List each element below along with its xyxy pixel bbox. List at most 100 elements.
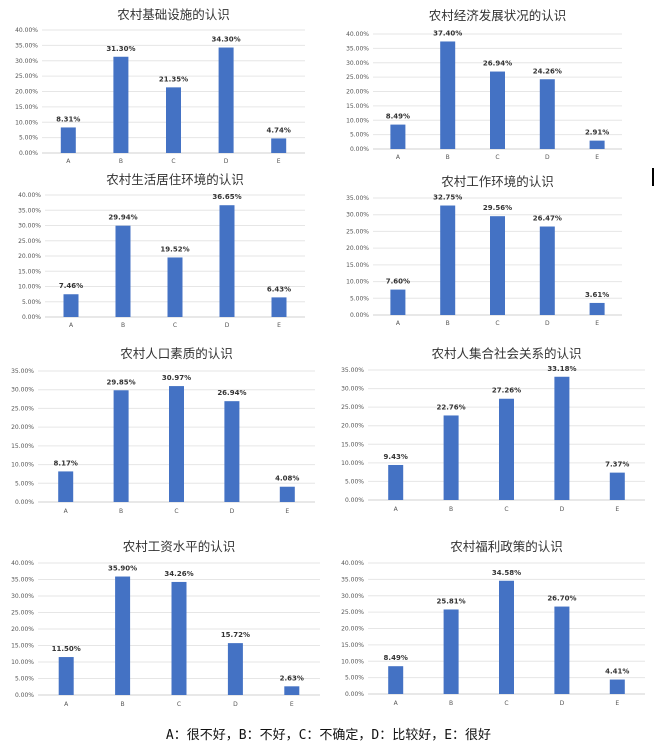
y-tick-label: 35.00% <box>341 367 364 374</box>
y-tick-label: 40.00% <box>11 560 34 567</box>
y-tick-label: 10.00% <box>11 659 34 666</box>
bar <box>227 643 243 695</box>
x-tick-label: E <box>290 701 294 708</box>
x-tick-label: E <box>285 508 289 515</box>
y-tick-label: 15.00% <box>15 104 38 111</box>
y-tick-label: 0.00% <box>15 692 34 699</box>
y-tick-label: 15.00% <box>11 443 34 450</box>
x-tick-label: B <box>119 158 123 165</box>
bar <box>490 216 505 315</box>
data-label: 32.75% <box>433 194 462 202</box>
x-tick-label: E <box>277 322 281 329</box>
y-tick-label: 0.00% <box>345 691 364 698</box>
data-label: 19.52% <box>160 245 189 253</box>
data-label: 34.26% <box>164 570 193 578</box>
data-label: 34.30% <box>212 36 241 44</box>
y-tick-label: 10.00% <box>346 279 369 286</box>
y-tick-label: 30.00% <box>341 386 364 393</box>
y-tick-label: 30.00% <box>341 593 364 600</box>
y-tick-label: 35.00% <box>15 42 38 49</box>
y-tick-label: 0.00% <box>350 146 369 153</box>
x-tick-label: A <box>64 701 69 708</box>
y-tick-label: 10.00% <box>18 284 41 291</box>
y-tick-label: 40.00% <box>346 31 369 38</box>
x-tick-label: D <box>233 701 238 708</box>
y-tick-label: 30.00% <box>346 60 369 67</box>
x-tick-label: E <box>615 700 619 707</box>
bar <box>60 127 76 153</box>
y-tick-label: 20.00% <box>11 424 34 431</box>
bar <box>115 576 131 695</box>
chart-title: 农村基础设施的认识 <box>117 7 230 22</box>
data-label: 8.49% <box>384 654 408 662</box>
chart-title: 农村生活居住环境的认识 <box>106 172 244 187</box>
bar <box>219 205 235 317</box>
x-tick-label: D <box>230 508 235 515</box>
bar <box>390 289 406 315</box>
data-label: 29.56% <box>483 204 512 212</box>
y-tick-label: 5.00% <box>350 295 369 302</box>
data-label: 3.61% <box>585 291 609 299</box>
data-label: 26.94% <box>217 389 246 397</box>
data-label: 24.26% <box>533 67 562 75</box>
y-tick-label: 20.00% <box>11 626 34 633</box>
y-tick-label: 15.00% <box>346 262 369 269</box>
y-tick-label: 25.00% <box>341 404 364 411</box>
y-tick-label: 10.00% <box>15 119 38 126</box>
bar <box>58 657 74 695</box>
bar <box>390 124 406 149</box>
bar <box>443 609 459 694</box>
bar <box>271 138 287 153</box>
x-tick-label: D <box>225 322 230 329</box>
y-tick-label: 25.00% <box>341 609 364 616</box>
bar <box>499 580 514 694</box>
y-tick-label: 20.00% <box>341 423 364 430</box>
data-label: 15.72% <box>221 631 250 639</box>
chart-title: 农村工资水平的认识 <box>123 539 236 554</box>
data-label: 6.43% <box>267 285 291 293</box>
data-label: 9.43% <box>384 453 408 461</box>
x-tick-label: A <box>64 508 69 515</box>
y-tick-label: 35.00% <box>341 576 364 583</box>
data-label: 31.30% <box>106 45 135 53</box>
x-tick-label: C <box>177 701 181 708</box>
bar <box>554 606 570 694</box>
y-tick-label: 20.00% <box>346 89 369 96</box>
bar <box>554 376 570 500</box>
bar <box>224 401 240 502</box>
data-label: 26.47% <box>533 215 562 223</box>
y-tick-label: 10.00% <box>11 462 34 469</box>
bar <box>388 464 404 500</box>
bar <box>115 225 131 317</box>
x-tick-label: C <box>173 322 177 329</box>
y-tick-label: 15.00% <box>341 642 364 649</box>
data-label: 4.74% <box>267 126 291 134</box>
bar <box>113 56 129 153</box>
bar <box>218 47 234 154</box>
bar <box>499 398 514 500</box>
y-tick-label: 10.00% <box>341 658 364 665</box>
bar <box>589 140 605 149</box>
data-label: 7.46% <box>59 282 83 290</box>
bar <box>63 294 79 317</box>
bar <box>169 386 184 502</box>
chart-title: 农村人集合社会关系的认识 <box>431 346 581 361</box>
y-tick-label: 15.00% <box>11 643 34 650</box>
y-tick-label: 5.00% <box>345 478 364 485</box>
y-tick-label: 35.00% <box>346 45 369 52</box>
data-label: 2.91% <box>585 129 609 137</box>
bar <box>440 205 456 315</box>
y-tick-label: 20.00% <box>15 89 38 96</box>
bar <box>589 302 605 315</box>
y-tick-label: 30.00% <box>18 223 41 230</box>
data-label: 11.50% <box>52 645 81 653</box>
y-tick-label: 0.00% <box>345 497 364 504</box>
y-tick-label: 25.00% <box>11 610 34 617</box>
y-tick-label: 5.00% <box>15 676 34 683</box>
y-tick-label: 35.00% <box>346 195 369 202</box>
y-tick-label: 25.00% <box>18 238 41 245</box>
bar <box>609 679 625 694</box>
x-tick-label: A <box>396 320 401 327</box>
chart-title: 农村福利政策的认识 <box>450 539 563 554</box>
x-tick-label: B <box>446 320 450 327</box>
